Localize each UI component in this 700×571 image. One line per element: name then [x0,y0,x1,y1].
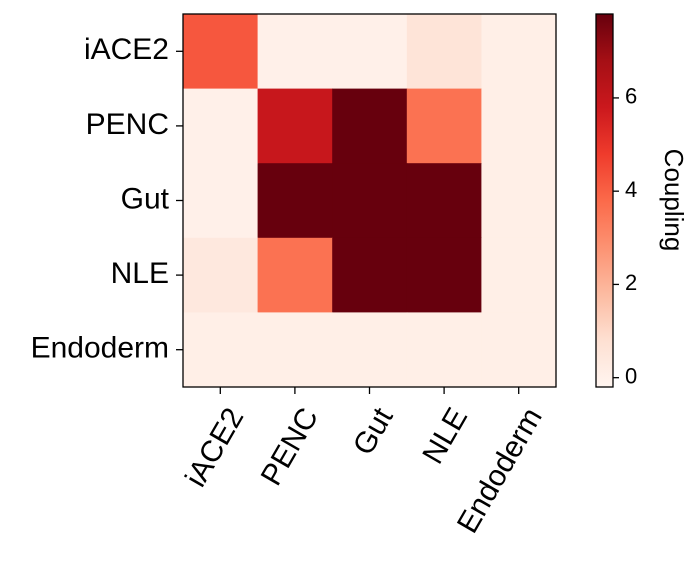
heatmap-cell-Endoderm-iACE2 [183,312,259,388]
colorbar-gradient [595,13,614,388]
heatmap-cell-PENC-NLE [406,88,482,164]
y-tick-label: Gut [121,182,170,215]
x-tick-label: PENC [255,402,325,491]
heatmap-cell-PENC-Endoderm [481,88,557,164]
heatmap-cell-NLE-PENC [257,237,333,313]
heatmap-cell-iACE2-Endoderm [481,14,557,90]
heatmap-cell-iACE2-NLE [406,14,482,90]
colorbar-tick-label: 6 [625,84,637,109]
heatmap-cell-Gut-iACE2 [183,163,259,239]
heatmap-cell-Endoderm-NLE [406,312,482,388]
heatmap-cell-PENC-PENC [257,88,333,164]
y-tick-label: NLE [111,257,169,290]
colorbar-tick-label: 4 [625,177,637,202]
heatmap-cells [183,14,557,388]
colorbar-tick-label: 0 [625,363,637,388]
heatmap-cell-NLE-iACE2 [183,237,259,313]
heatmap-cell-NLE-NLE [406,237,482,313]
heatmap-cell-iACE2-Gut [332,14,408,90]
heatmap-cell-Gut-PENC [257,163,333,239]
heatmap-cell-iACE2-PENC [257,14,333,90]
heatmap-cell-PENC-Gut [332,88,408,164]
heatmap-cell-iACE2-iACE2 [183,14,259,90]
x-tick-label: iACE2 [179,402,250,492]
y-tick-label: Endoderm [31,332,169,365]
heatmap-cell-NLE-Gut [332,237,408,313]
heatmap-cell-Gut-NLE [406,163,482,239]
heatmap-cell-Gut-Endoderm [481,163,557,239]
heatmap-cell-Gut-Gut [332,163,408,239]
y-axis: iACE2 PENC Gut NLE Endoderm [31,33,183,365]
heatmap-cell-Endoderm-PENC [257,312,333,388]
colorbar-label: Coupling [659,149,689,252]
heatmap-cell-Endoderm-Gut [332,312,408,388]
colorbar: 0 2 4 6 Coupling [595,13,689,388]
y-tick-label: iACE2 [84,33,169,66]
heatmap-cell-Endoderm-Endoderm [481,312,557,388]
heatmap-cell-PENC-iACE2 [183,88,259,164]
x-tick-label: NLE [416,402,474,469]
heatmap-cell-NLE-Endoderm [481,237,557,313]
y-tick-label: PENC [86,108,169,141]
colorbar-ticks: 0 2 4 6 [613,84,637,388]
x-tick-label: Gut [347,402,400,461]
colorbar-tick-label: 2 [625,270,637,295]
